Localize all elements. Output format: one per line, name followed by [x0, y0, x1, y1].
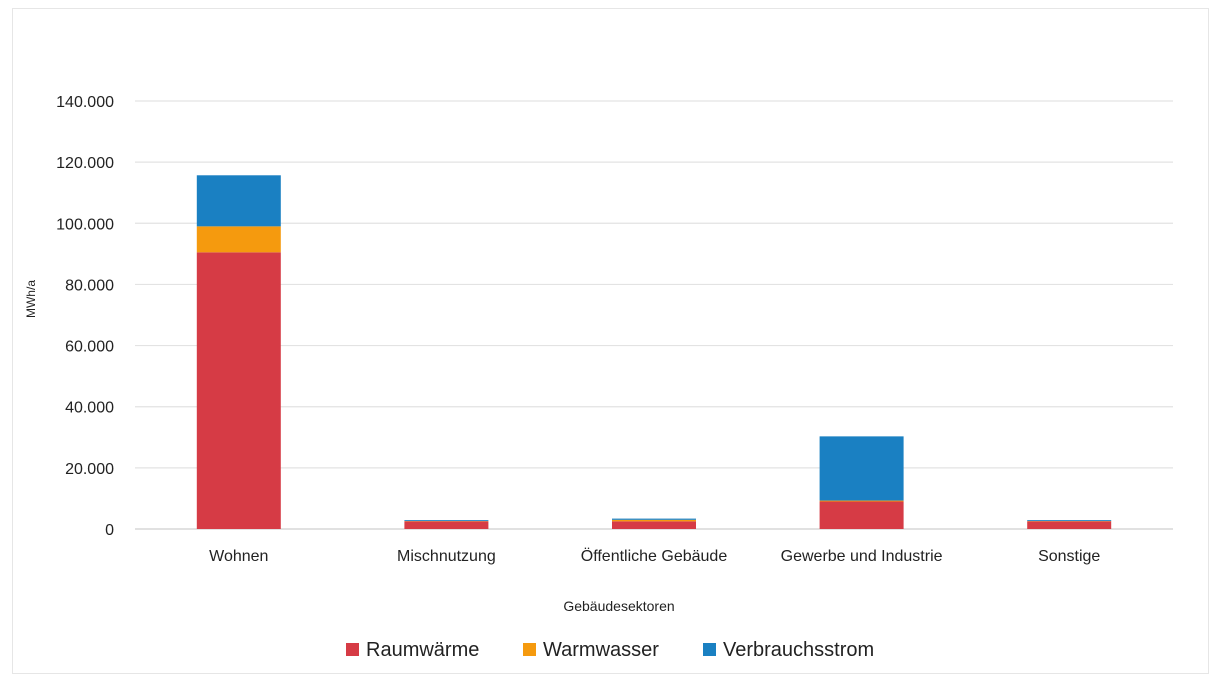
bar-segment [196, 175, 281, 227]
stacked-bar-chart: 0 20.000 40.000 60.000 80.000 100.000 120.000 1… [24, 94, 1173, 661]
gridlines [135, 100, 1173, 530]
x-category-label: Gewerbe und Industrie [781, 548, 943, 565]
x-axis-label: Gebäudesektoren [563, 598, 674, 614]
y-tick-label: 0 [105, 522, 114, 539]
legend-swatch [703, 643, 716, 656]
chart-frame: 0 20.000 40.000 60.000 80.000 100.000 120.000 1… [12, 8, 1209, 674]
y-tick-label: 40.000 [65, 400, 114, 417]
x-category-label: Mischnutzung [397, 548, 496, 565]
bar-segment [1027, 520, 1112, 522]
bar-segment [819, 500, 904, 502]
y-tick-label: 140.000 [56, 94, 114, 111]
legend-swatch [523, 643, 536, 656]
legend-label: Raumwärme [366, 639, 479, 661]
bar-segment [819, 436, 904, 501]
y-tick-label: 20.000 [65, 461, 114, 478]
bar-segment [196, 226, 281, 253]
y-tick-label: 60.000 [65, 339, 114, 356]
bar-segment [612, 519, 696, 522]
x-category-label: Öffentliche Gebäude [581, 547, 728, 565]
bar-segment [404, 520, 489, 522]
legend-swatch [346, 643, 359, 656]
bar-segment [1027, 521, 1112, 529]
bar-segment [612, 518, 696, 520]
y-axis-label: MWh/a [24, 280, 38, 318]
bar-segment [819, 501, 904, 529]
legend-label: Verbrauchsstrom [723, 639, 874, 661]
x-category-label: Wohnen [209, 548, 268, 565]
y-tick-label: 120.000 [56, 155, 114, 172]
x-axis-categories: Wohnen Mischnutzung Öffentliche Gebäude Gew… [209, 547, 1100, 565]
bar-segment [404, 521, 489, 529]
y-tick-label: 80.000 [65, 277, 114, 294]
bar-segment [196, 252, 281, 530]
y-tick-label: 100.000 [56, 216, 114, 233]
y-axis-ticks: 0 20.000 40.000 60.000 80.000 100.000 120.000 1… [56, 94, 114, 539]
legend-label: Warmwasser [543, 639, 659, 661]
bars [196, 175, 1112, 530]
x-category-label: Sonstige [1038, 548, 1100, 565]
bar-segment [612, 521, 696, 529]
legend: Raumwärme Warmwasser Verbrauchsstrom [346, 639, 874, 661]
